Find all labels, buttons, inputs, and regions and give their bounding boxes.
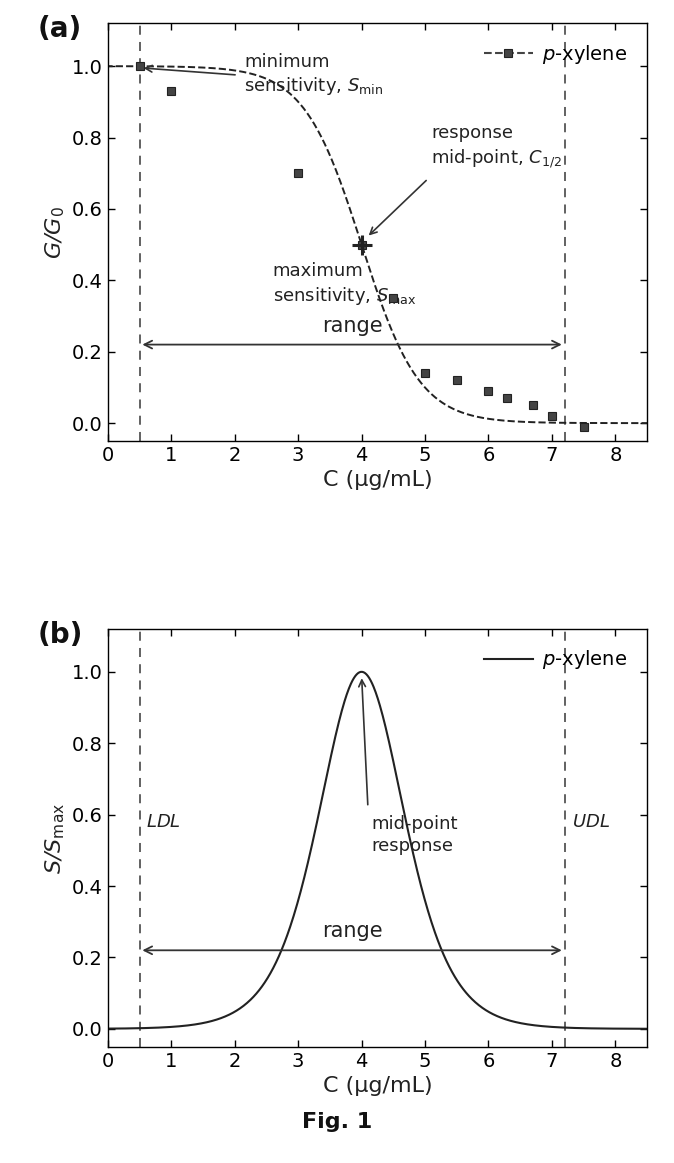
X-axis label: C (μg/mL): C (μg/mL) [323, 470, 432, 491]
Text: (b): (b) [38, 621, 83, 649]
X-axis label: C (μg/mL): C (μg/mL) [323, 1076, 432, 1096]
Legend: $p$-xylene: $p$-xylene [474, 33, 638, 76]
Legend: $p$-xylene: $p$-xylene [474, 638, 638, 682]
Y-axis label: S/S$_{\mathrm{max}}$: S/S$_{\mathrm{max}}$ [43, 802, 67, 873]
Text: $UDL$: $UDL$ [572, 813, 610, 830]
Text: maximum
sensitivity, $S_{\mathrm{max}}$: maximum sensitivity, $S_{\mathrm{max}}$ [273, 263, 417, 307]
Text: mid-point
response: mid-point response [371, 814, 458, 855]
Text: minimum
sensitivity, $S_{\mathrm{min}}$: minimum sensitivity, $S_{\mathrm{min}}$ [244, 52, 384, 98]
Text: $LDL$: $LDL$ [146, 813, 181, 830]
Text: range: range [321, 921, 382, 941]
Text: range: range [321, 315, 382, 336]
Y-axis label: G/G$_0$: G/G$_0$ [43, 206, 67, 258]
Text: response
mid-point, $C_{\mathrm{1/2}}$: response mid-point, $C_{\mathrm{1/2}}$ [431, 124, 562, 170]
Text: (a): (a) [38, 15, 82, 43]
Text: Fig. 1: Fig. 1 [302, 1112, 372, 1133]
